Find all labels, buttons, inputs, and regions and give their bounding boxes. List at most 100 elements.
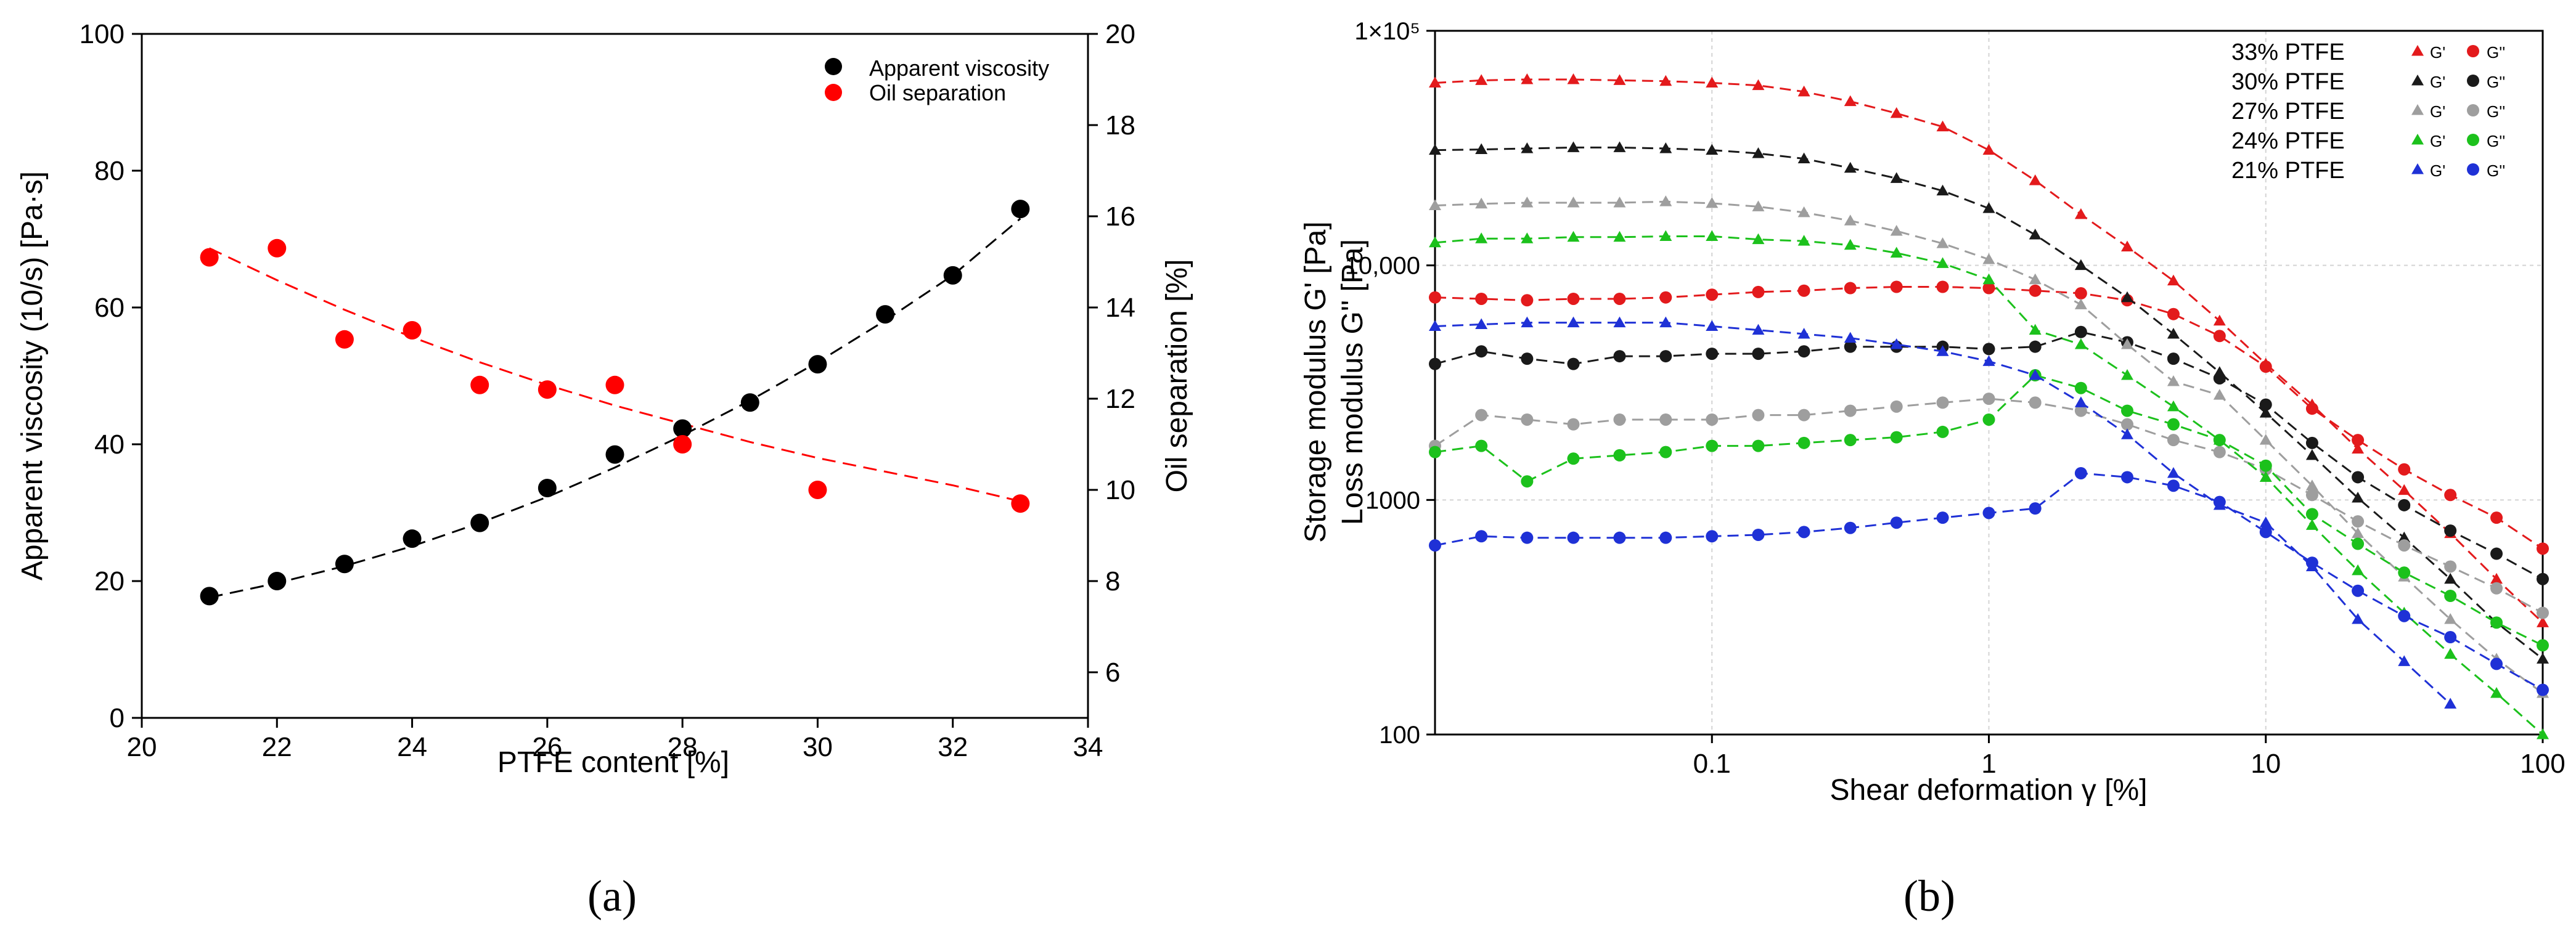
legend-loss-symbol-label: G'' bbox=[2487, 73, 2505, 91]
loss-modulus-point-33-ptfe bbox=[2398, 463, 2411, 476]
loss-modulus-point-30-ptfe bbox=[1752, 348, 1765, 360]
loss-modulus-point-27-ptfe bbox=[1659, 413, 1672, 426]
loss-modulus-point-21-ptfe bbox=[1797, 526, 1810, 539]
loss-modulus-point-27-ptfe bbox=[1890, 400, 1903, 413]
loss-modulus-point-24-ptfe bbox=[1521, 475, 1534, 488]
legend-loss-symbol-label: G'' bbox=[2487, 161, 2505, 180]
right-y-tick-label: 18 bbox=[1105, 110, 1135, 140]
y-tick-label: 20 bbox=[94, 566, 125, 596]
loss-modulus-point-30-ptfe bbox=[1844, 340, 1857, 353]
loss-modulus-point-21-ptfe bbox=[1890, 516, 1903, 529]
loss-modulus-point-24-ptfe bbox=[2305, 508, 2318, 521]
storage-modulus-point-24-ptfe bbox=[1521, 232, 1534, 243]
loss-modulus-point-30-ptfe bbox=[2074, 325, 2087, 338]
loss-modulus-point-33-ptfe bbox=[2490, 511, 2503, 524]
right-y-tick-label: 8 bbox=[1105, 566, 1120, 596]
storage-modulus-point-33-ptfe bbox=[1890, 107, 1903, 118]
storage-modulus-point-21-ptfe bbox=[2259, 516, 2272, 527]
storage-modulus-point-27-ptfe bbox=[2074, 298, 2087, 309]
storage-modulus-point-27-ptfe bbox=[1982, 253, 1995, 264]
right-y-tick-label: 6 bbox=[1105, 657, 1120, 688]
right-y-tick-label: 10 bbox=[1105, 475, 1135, 505]
legend-marker-storage-21-ptfe bbox=[2411, 163, 2424, 174]
x-tick-label: 0.1 bbox=[1693, 749, 1731, 779]
loss-modulus-point-21-ptfe bbox=[2537, 683, 2549, 696]
loss-modulus-point-24-ptfe bbox=[1659, 446, 1672, 458]
loss-modulus-point-24-ptfe bbox=[1890, 431, 1903, 444]
data-point-apparent-viscosity bbox=[335, 555, 354, 574]
panel-b-legend: 33% PTFE G' G'' 30% PTFE G' G'' 27% PTFE G' G'' 2… bbox=[2231, 39, 2505, 184]
loss-modulus-point-33-ptfe bbox=[2444, 489, 2457, 502]
storage-modulus-point-27-ptfe bbox=[1521, 196, 1534, 208]
panel-a-label: (a) bbox=[587, 871, 637, 921]
loss-modulus-point-21-ptfe bbox=[2398, 609, 2411, 622]
y-tick-label: 0 bbox=[110, 703, 125, 733]
storage-modulus-point-30-ptfe bbox=[1752, 147, 1765, 158]
data-point-oil-separation bbox=[268, 238, 287, 258]
y-tick-label: 1×10⁵ bbox=[1354, 18, 1420, 45]
legend-label-27-ptfe: 27% PTFE bbox=[2231, 99, 2345, 124]
panel-b-x-axis-title: Shear deformation γ [%] bbox=[1830, 774, 2148, 807]
data-point-apparent-viscosity bbox=[268, 572, 287, 590]
legend-storage-symbol-label: G' bbox=[2430, 161, 2445, 180]
storage-modulus-point-27-ptfe bbox=[1613, 196, 1626, 208]
x-tick-label: 1 bbox=[1981, 749, 1996, 779]
loss-modulus-point-24-ptfe bbox=[2213, 434, 2226, 447]
panel-b-y-axis-title-loss: Loss modulus G'' [Pa] bbox=[1336, 239, 1369, 525]
loss-modulus-point-21-ptfe bbox=[2305, 556, 2318, 569]
loss-modulus-point-24-ptfe bbox=[2074, 381, 2087, 394]
loss-modulus-point-27-ptfe bbox=[2120, 418, 2133, 431]
loss-modulus-point-24-ptfe bbox=[1844, 434, 1857, 447]
loss-modulus-point-33-ptfe bbox=[2259, 360, 2272, 373]
storage-modulus-point-33-ptfe bbox=[1706, 76, 1719, 88]
storage-modulus-point-21-ptfe bbox=[1521, 316, 1534, 328]
storage-modulus-point-30-ptfe bbox=[2352, 492, 2365, 503]
loss-modulus-point-30-ptfe bbox=[1706, 348, 1719, 360]
loss-modulus-point-27-ptfe bbox=[2167, 434, 2180, 447]
loss-modulus-point-24-ptfe bbox=[2444, 590, 2457, 603]
data-point-oil-separation bbox=[470, 375, 489, 394]
legend-marker-storage-27-ptfe bbox=[2411, 104, 2424, 115]
data-point-oil-separation bbox=[335, 330, 354, 349]
storage-modulus-point-27-ptfe bbox=[1797, 206, 1810, 218]
loss-modulus-point-21-ptfe bbox=[2120, 471, 2133, 484]
storage-modulus-point-27-ptfe bbox=[2120, 338, 2133, 349]
loss-modulus-point-30-ptfe bbox=[2213, 372, 2226, 385]
loss-modulus-point-21-ptfe bbox=[2352, 584, 2365, 597]
loss-modulus-point-21-ptfe bbox=[1613, 531, 1626, 544]
panel-a-ticks: 20 22 24 26 28 30 32 34020406080100681012141618… bbox=[80, 19, 1135, 762]
storage-modulus-point-30-ptfe bbox=[2167, 327, 2180, 339]
loss-modulus-point-21-ptfe bbox=[1982, 507, 1995, 519]
loss-modulus-point-33-ptfe bbox=[1890, 280, 1903, 293]
storage-modulus-point-24-ptfe bbox=[2029, 324, 2042, 335]
storage-modulus-point-24-ptfe bbox=[1982, 273, 1995, 285]
loss-modulus-point-27-ptfe bbox=[2305, 489, 2318, 502]
loss-modulus-point-33-ptfe bbox=[1613, 292, 1626, 305]
legend-label-oil-separation: Oil separation bbox=[869, 80, 1006, 105]
loss-modulus-point-27-ptfe bbox=[1521, 413, 1534, 426]
loss-modulus-point-21-ptfe bbox=[2167, 479, 2180, 492]
storage-modulus-point-27-ptfe bbox=[2029, 273, 2042, 285]
y-tick-label: 1000 bbox=[1365, 487, 1420, 514]
storage-modulus-point-21-ptfe bbox=[2398, 655, 2411, 666]
y-tick-label: 60 bbox=[94, 293, 125, 323]
storage-modulus-point-21-ptfe bbox=[1890, 338, 1903, 349]
loss-modulus-point-21-ptfe bbox=[2029, 502, 2042, 515]
storage-modulus-point-21-ptfe bbox=[1844, 332, 1857, 343]
loss-modulus-point-27-ptfe bbox=[2537, 606, 2549, 619]
panel-a-plot-frame bbox=[141, 33, 1089, 719]
x-tick-label: 24 bbox=[397, 732, 427, 762]
data-point-apparent-viscosity bbox=[200, 587, 219, 606]
data-point-apparent-viscosity bbox=[876, 305, 895, 324]
storage-modulus-point-24-ptfe bbox=[1475, 232, 1488, 243]
legend-marker-storage-33-ptfe bbox=[2411, 45, 2424, 56]
storage-modulus-point-27-ptfe bbox=[2167, 375, 2180, 386]
storage-modulus-point-30-ptfe bbox=[1521, 142, 1534, 153]
legend-storage-symbol-label: G' bbox=[2430, 73, 2445, 91]
loss-modulus-point-30-ptfe bbox=[2537, 572, 2549, 585]
panel-a-x-axis-title: PTFE content [%] bbox=[497, 746, 729, 779]
storage-modulus-point-27-ptfe bbox=[1752, 200, 1765, 211]
right-y-tick-label: 14 bbox=[1105, 293, 1135, 323]
legend-loss-symbol-label: G'' bbox=[2487, 132, 2505, 150]
